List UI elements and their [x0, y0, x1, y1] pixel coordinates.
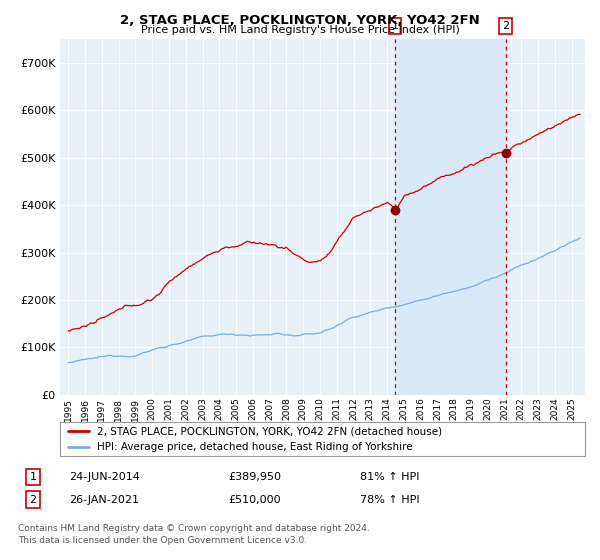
Text: 78% ↑ HPI: 78% ↑ HPI	[360, 494, 419, 505]
Text: 1: 1	[29, 472, 37, 482]
Text: 26-JAN-2021: 26-JAN-2021	[69, 494, 139, 505]
Text: 2: 2	[29, 494, 37, 505]
Text: £510,000: £510,000	[228, 494, 281, 505]
Text: 81% ↑ HPI: 81% ↑ HPI	[360, 472, 419, 482]
Text: 2: 2	[502, 21, 509, 31]
Text: 1: 1	[392, 21, 398, 31]
Text: HPI: Average price, detached house, East Riding of Yorkshire: HPI: Average price, detached house, East…	[97, 442, 412, 452]
Text: 2, STAG PLACE, POCKLINGTON, YORK, YO42 2FN: 2, STAG PLACE, POCKLINGTON, YORK, YO42 2…	[120, 14, 480, 27]
Text: Price paid vs. HM Land Registry's House Price Index (HPI): Price paid vs. HM Land Registry's House …	[140, 25, 460, 35]
Text: £389,950: £389,950	[228, 472, 281, 482]
Bar	[395, 39, 506, 395]
Text: 24-JUN-2014: 24-JUN-2014	[69, 472, 140, 482]
Text: This data is licensed under the Open Government Licence v3.0.: This data is licensed under the Open Gov…	[18, 536, 307, 545]
Text: 2, STAG PLACE, POCKLINGTON, YORK, YO42 2FN (detached house): 2, STAG PLACE, POCKLINGTON, YORK, YO42 2…	[97, 426, 442, 436]
Text: Contains HM Land Registry data © Crown copyright and database right 2024.: Contains HM Land Registry data © Crown c…	[18, 524, 370, 533]
